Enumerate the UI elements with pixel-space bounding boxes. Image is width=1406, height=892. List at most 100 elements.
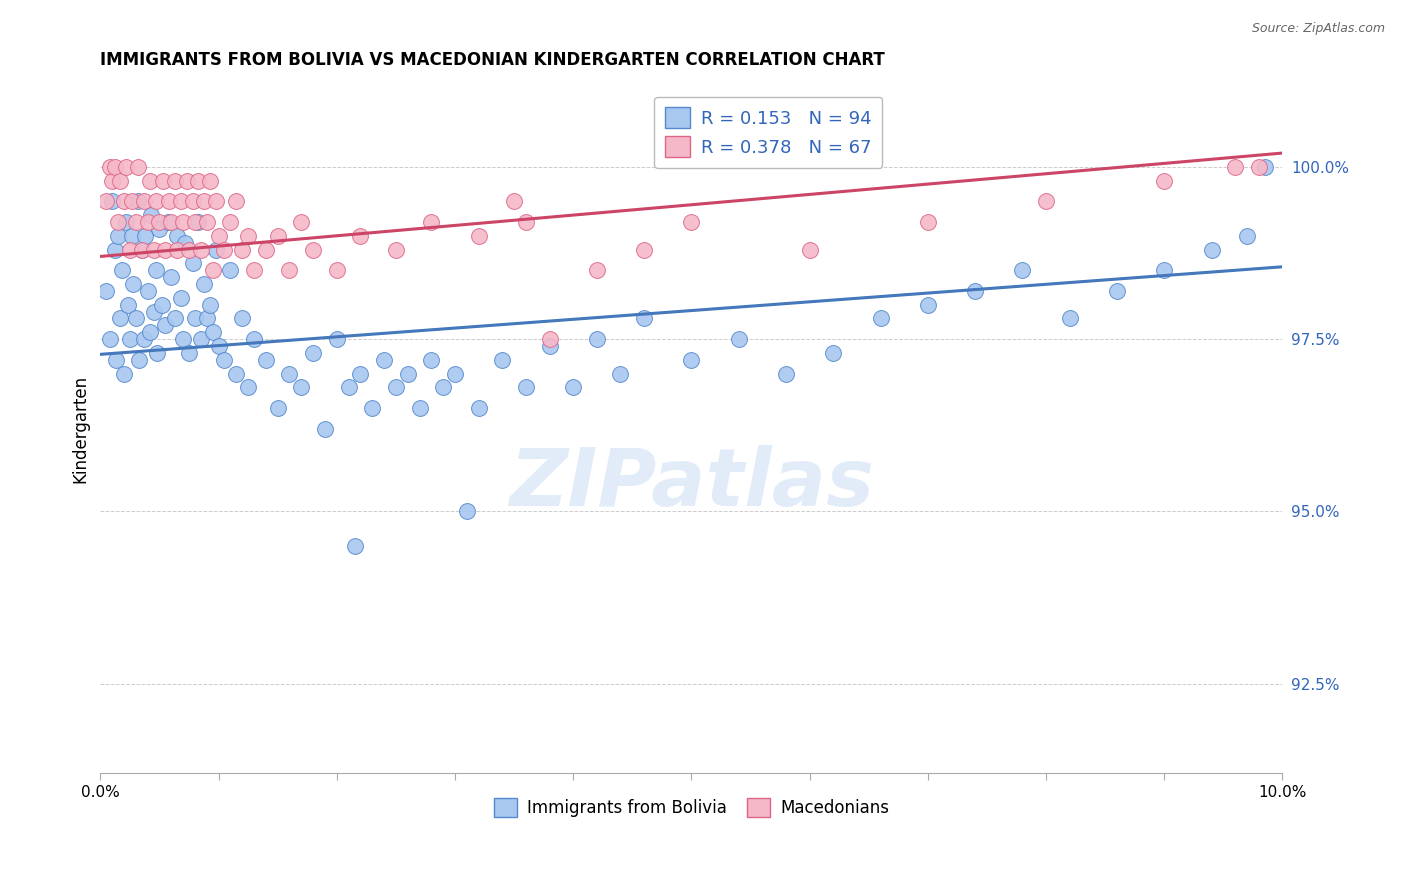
Point (1035, 194, 1057, 209)
Point (107, 228, 129, 243)
Point (136, 215, 159, 229)
Point (408, 401, 430, 416)
Point (231, 243, 253, 257)
Point (146, 346, 169, 360)
Point (236, 228, 259, 243)
Point (1225, 160, 1247, 174)
Point (184, 215, 207, 229)
Point (243, 263, 266, 277)
Point (538, 339, 561, 353)
Point (385, 380, 408, 394)
Point (152, 173, 174, 187)
Point (125, 311, 148, 326)
Point (181, 256, 204, 270)
Point (142, 304, 165, 318)
Point (101, 194, 124, 209)
Point (177, 346, 200, 360)
Point (633, 311, 655, 326)
Point (214, 243, 236, 257)
Point (1153, 263, 1175, 277)
Point (266, 401, 288, 416)
Point (131, 243, 153, 257)
Point (115, 160, 138, 174)
Point (127, 194, 149, 209)
Point (141, 208, 163, 222)
Point (163, 311, 186, 326)
Point (115, 215, 138, 229)
Point (373, 352, 395, 367)
Point (231, 311, 253, 326)
Point (176, 173, 198, 187)
Point (1236, 228, 1258, 243)
Point (633, 243, 655, 257)
Point (98, 160, 121, 174)
Point (456, 504, 478, 518)
Point (290, 215, 312, 229)
Point (201, 326, 224, 340)
Point (681, 215, 703, 229)
Point (177, 243, 200, 257)
Point (326, 263, 349, 277)
Point (181, 194, 204, 209)
Point (174, 235, 197, 250)
Point (1254, 160, 1277, 174)
Point (187, 173, 209, 187)
Point (111, 263, 134, 277)
Point (122, 277, 145, 291)
Point (170, 194, 193, 209)
Point (170, 291, 193, 305)
Point (150, 298, 173, 312)
Point (96, 284, 118, 298)
Point (681, 352, 703, 367)
Point (166, 228, 188, 243)
Point (727, 332, 749, 346)
Point (515, 380, 537, 394)
Point (148, 215, 170, 229)
Point (190, 243, 212, 257)
Y-axis label: Kindergarten: Kindergarten (72, 375, 89, 483)
Point (103, 160, 125, 174)
Point (131, 243, 153, 257)
Point (420, 352, 443, 367)
Point (349, 367, 371, 381)
Point (118, 243, 141, 257)
Point (254, 352, 277, 367)
Point (157, 194, 180, 209)
Point (207, 339, 229, 353)
Point (187, 215, 209, 229)
Point (965, 284, 987, 298)
Point (156, 215, 179, 229)
Point (396, 367, 419, 381)
Point (225, 194, 247, 209)
Point (515, 215, 537, 229)
Point (112, 194, 135, 209)
Point (148, 222, 170, 236)
Point (128, 352, 150, 367)
Point (193, 277, 215, 291)
Point (225, 367, 247, 381)
Point (219, 263, 242, 277)
Point (155, 318, 177, 333)
Text: IMMIGRANTS FROM BOLIVIA VS MACEDONIAN KINDERGARTEN CORRELATION CHART: IMMIGRANTS FROM BOLIVIA VS MACEDONIAN KI… (100, 51, 886, 69)
Point (302, 346, 325, 360)
Point (166, 243, 188, 257)
Point (491, 352, 513, 367)
Point (104, 352, 127, 367)
Point (314, 422, 336, 436)
Point (195, 311, 218, 326)
Point (155, 243, 177, 257)
Point (467, 228, 489, 243)
Point (869, 311, 891, 326)
Point (1011, 263, 1033, 277)
Point (243, 332, 266, 346)
Point (142, 243, 165, 257)
Point (127, 160, 149, 174)
Point (145, 263, 167, 277)
Point (444, 367, 467, 381)
Point (112, 367, 135, 381)
Point (775, 367, 797, 381)
Legend: Immigrants from Bolivia, Macedonians: Immigrants from Bolivia, Macedonians (486, 791, 896, 823)
Point (467, 401, 489, 416)
Point (420, 215, 443, 229)
Point (219, 215, 242, 229)
